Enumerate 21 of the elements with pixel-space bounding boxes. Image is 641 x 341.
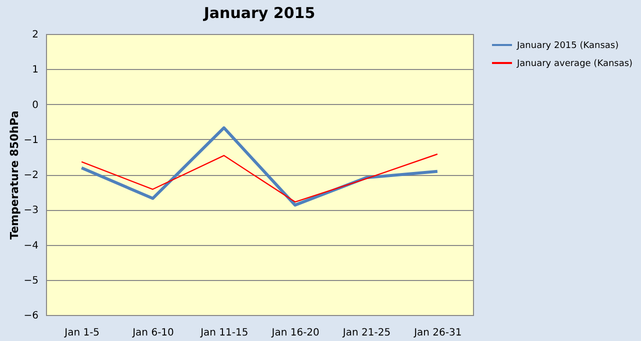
legend-label: January average (Kansas) <box>516 59 633 69</box>
y-tick-label: −5 <box>24 275 38 286</box>
y-tick-label: −6 <box>24 310 38 322</box>
x-tick-label: Jan 21-25 <box>342 328 391 338</box>
x-tick-label: Jan 26-31 <box>413 328 462 338</box>
y-tick-label: −4 <box>24 240 38 252</box>
x-tick-label: Jan 6-10 <box>132 328 174 338</box>
y-tick-label: −2 <box>24 170 38 181</box>
x-tick-label: Jan 11-15 <box>200 328 248 338</box>
y-tick-label: −3 <box>24 205 38 216</box>
y-tick-label: 0 <box>32 100 38 111</box>
line-series <box>80 126 439 207</box>
y-tick-label: 1 <box>32 64 38 76</box>
chart-title: January 2015 <box>202 4 316 22</box>
x-tick-label: Jan 1-5 <box>64 328 100 338</box>
line-series <box>80 154 438 202</box>
y-tick-label: 2 <box>32 30 38 40</box>
y-axis-title: Temperature 850hPa <box>8 110 21 240</box>
legend-label: January 2015 (Kansas) <box>516 41 619 51</box>
x-tick-label: Jan 16-20 <box>270 328 320 338</box>
y-tick-label: −1 <box>24 134 38 146</box>
